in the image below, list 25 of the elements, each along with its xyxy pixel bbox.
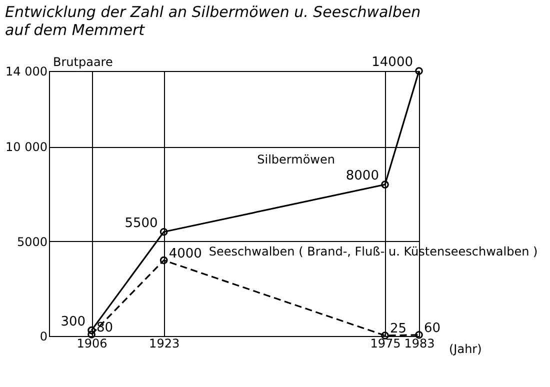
- data-label: 4000: [168, 246, 202, 262]
- data-label: 5500: [124, 216, 158, 231]
- chart-subtitle: auf dem Memmert: [5, 21, 146, 39]
- chart-title: Entwicklung der Zahl an Silbermöwen u. Seeschwalben: [5, 3, 421, 21]
- x-tick-label: 1923: [149, 336, 180, 350]
- y-tick-label: 0: [40, 330, 48, 344]
- x-tick-label: 1906: [76, 336, 108, 350]
- y-tick-label: 14 000: [6, 64, 48, 78]
- y-axis-title: Brutpaare: [53, 55, 113, 69]
- x-axis-title: (Jahr): [449, 342, 482, 356]
- y-tick-label: 10 000: [6, 140, 48, 154]
- data-label: 8000: [346, 168, 379, 184]
- point: [415, 330, 423, 339]
- text: Silbermöwen: [257, 152, 335, 167]
- data-label: 14000: [372, 55, 413, 70]
- data-label: 80: [96, 320, 114, 336]
- data-label: 25: [390, 322, 407, 337]
- y-tick-label: 5000: [16, 234, 48, 249]
- data-label: 300: [60, 314, 86, 330]
- point: [160, 228, 168, 236]
- x-tick-label: 1975: [370, 336, 401, 350]
- data-label: 60: [424, 320, 441, 336]
- point: [381, 180, 389, 188]
- x-tick-label: 1983: [404, 336, 435, 350]
- point: [160, 256, 168, 264]
